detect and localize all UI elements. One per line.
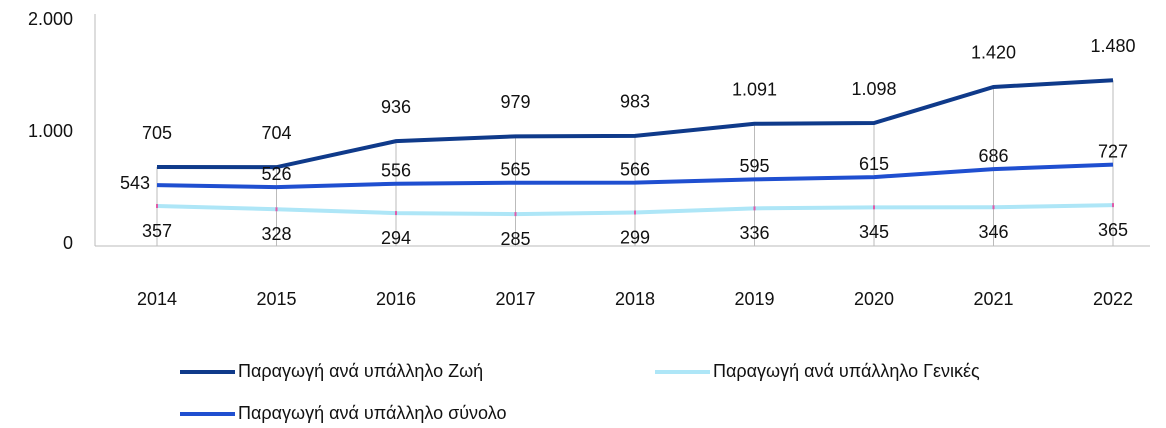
legend-label: Παραγωγή ανά υπάλληλο Ζωή — [238, 361, 483, 381]
series-line — [156, 162, 1114, 190]
data-label: 365 — [1098, 220, 1128, 240]
data-label: 727 — [1098, 141, 1128, 161]
point-marker — [156, 204, 158, 209]
x-tick-label: 2018 — [615, 289, 655, 309]
data-label: 336 — [739, 223, 769, 243]
data-label: 1.420 — [971, 43, 1016, 63]
data-label: 299 — [620, 227, 650, 247]
data-label: 526 — [261, 164, 291, 184]
data-label: 566 — [620, 159, 650, 179]
data-label: 357 — [142, 221, 172, 241]
point-marker — [514, 212, 517, 217]
point-marker — [873, 205, 875, 210]
data-label: 983 — [620, 92, 650, 112]
point-marker — [634, 210, 636, 215]
series-line — [156, 78, 1114, 170]
x-tick-label: 2015 — [256, 289, 296, 309]
data-label: 1.091 — [732, 80, 777, 100]
point-marker — [1112, 203, 1114, 208]
data-label: 686 — [978, 146, 1008, 166]
data-label: 704 — [261, 123, 291, 143]
legend-label: Παραγωγή ανά υπάλληλο Γενικές — [713, 361, 980, 381]
x-tick-label: 2022 — [1093, 289, 1133, 309]
y-tick-label: 2.000 — [28, 9, 73, 29]
data-label: 979 — [500, 92, 530, 112]
legend-label: Παραγωγή ανά υπάλληλο σύνολο — [238, 403, 506, 423]
x-tick-label: 2016 — [376, 289, 416, 309]
point-marker — [753, 206, 756, 211]
data-label: 346 — [978, 222, 1008, 242]
point-marker — [275, 207, 278, 212]
x-tick-label: 2019 — [734, 289, 774, 309]
x-tick-label: 2021 — [973, 289, 1013, 309]
data-label: 565 — [500, 159, 530, 179]
x-tick-label: 2014 — [137, 289, 177, 309]
data-label: 705 — [142, 123, 172, 143]
data-label: 543 — [120, 173, 150, 193]
data-label: 1.098 — [851, 79, 896, 99]
point-marker — [992, 205, 995, 210]
data-label: 936 — [381, 97, 411, 117]
data-label: 595 — [739, 156, 769, 176]
data-label: 345 — [859, 222, 889, 242]
data-label: 294 — [381, 228, 411, 248]
data-label: 328 — [261, 224, 291, 244]
data-label: 1.480 — [1090, 36, 1135, 56]
data-label: 556 — [381, 160, 411, 180]
data-label: 285 — [500, 229, 530, 249]
x-tick-label: 2017 — [495, 289, 535, 309]
data-label: 615 — [859, 154, 889, 174]
y-tick-label: 0 — [63, 233, 73, 253]
y-tick-label: 1.000 — [28, 121, 73, 141]
x-tick-label: 2020 — [854, 289, 894, 309]
point-marker — [395, 211, 397, 216]
